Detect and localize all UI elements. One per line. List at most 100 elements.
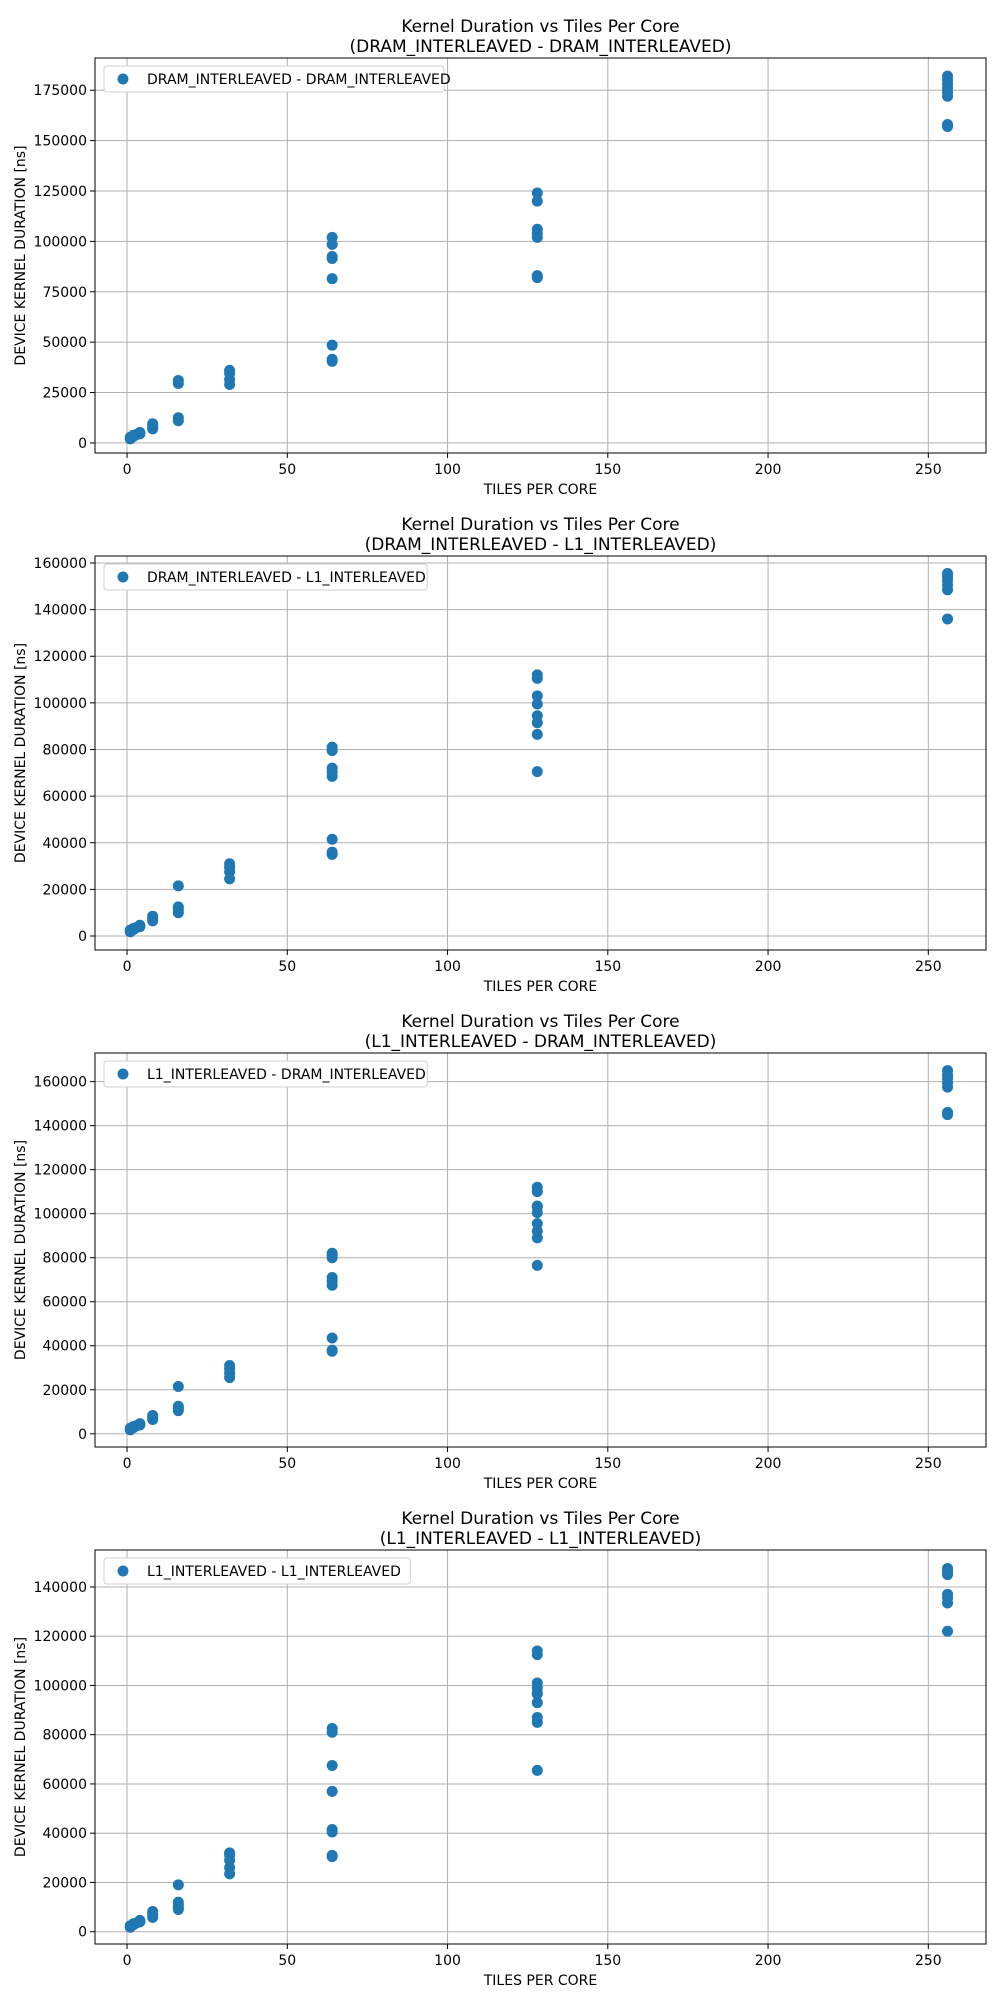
y-tick-label: 120000 xyxy=(34,649,87,665)
data-point xyxy=(531,223,543,235)
data-point xyxy=(531,1677,543,1689)
data-point xyxy=(172,1879,184,1891)
chart-title: Kernel Duration vs Tiles Per Core xyxy=(401,515,679,535)
data-point xyxy=(531,195,543,207)
data-point xyxy=(531,1711,543,1723)
x-axis-label: TILES PER CORE xyxy=(483,482,598,498)
y-tick-label: 100000 xyxy=(34,234,87,250)
y-tick-label: 60000 xyxy=(42,789,87,805)
x-tick-label: 50 xyxy=(278,1953,296,1969)
y-tick-label: 80000 xyxy=(42,1251,87,1267)
x-tick-label: 50 xyxy=(278,462,296,478)
y-tick-label: 0 xyxy=(78,436,87,452)
data-point xyxy=(224,1360,236,1372)
data-point xyxy=(326,1723,338,1735)
y-tick-label: 100000 xyxy=(34,1207,87,1223)
data-point xyxy=(531,1645,543,1657)
data-point xyxy=(172,374,184,386)
data-point xyxy=(147,910,159,922)
data-point xyxy=(147,1905,159,1917)
data-point xyxy=(147,418,159,430)
x-tick-label: 150 xyxy=(594,1953,621,1969)
y-tick-label: 0 xyxy=(78,929,87,945)
data-point xyxy=(942,1588,954,1600)
data-point xyxy=(531,270,543,282)
data-point xyxy=(942,119,954,131)
data-point xyxy=(326,1250,338,1262)
x-tick-label: 100 xyxy=(434,959,461,975)
data-point xyxy=(942,1106,954,1118)
data-point xyxy=(326,1344,338,1356)
data-point xyxy=(531,698,543,710)
y-tick-label: 0 xyxy=(78,1427,87,1443)
x-tick-label: 200 xyxy=(755,959,782,975)
y-tick-label: 80000 xyxy=(42,1728,87,1744)
x-tick-label: 150 xyxy=(594,462,621,478)
chart-panel: Kernel Duration vs Tiles Per Core(L1_INT… xyxy=(13,1012,987,1492)
y-tick-label: 150000 xyxy=(34,134,87,150)
y-tick-label: 100000 xyxy=(34,1678,87,1694)
data-point xyxy=(326,339,338,351)
data-point xyxy=(326,762,338,774)
y-tick-label: 75000 xyxy=(42,285,87,301)
data-point xyxy=(172,1896,184,1908)
y-axis-label: DEVICE KERNEL DURATION [ns] xyxy=(13,1637,29,1857)
data-point xyxy=(531,1687,543,1699)
data-point xyxy=(531,1181,543,1193)
y-axis-label: DEVICE KERNEL DURATION [ns] xyxy=(13,145,29,365)
x-tick-label: 100 xyxy=(434,462,461,478)
data-point xyxy=(531,728,543,740)
legend-marker xyxy=(117,1068,129,1080)
legend-label: L1_INTERLEAVED - L1_INTERLEAVED xyxy=(147,1564,401,1580)
data-point xyxy=(134,919,146,931)
plot-frame xyxy=(94,555,987,951)
y-tick-label: 40000 xyxy=(42,1339,87,1355)
legend-label: DRAM_INTERLEAVED - DRAM_INTERLEAVED xyxy=(147,72,451,88)
x-tick-label: 250 xyxy=(915,1456,942,1472)
y-tick-label: 60000 xyxy=(42,1295,87,1311)
data-point xyxy=(326,353,338,365)
x-tick-label: 150 xyxy=(594,959,621,975)
y-axis-label: DEVICE KERNEL DURATION [ns] xyxy=(13,643,29,863)
y-tick-label: 100000 xyxy=(34,696,87,712)
data-point xyxy=(531,1218,543,1230)
data-point xyxy=(531,690,543,702)
data-point xyxy=(224,858,236,870)
x-axis-label: TILES PER CORE xyxy=(483,1973,598,1989)
y-tick-label: 175000 xyxy=(34,83,87,99)
data-point xyxy=(942,613,954,625)
data-point xyxy=(326,1849,338,1861)
data-point xyxy=(326,251,338,263)
y-tick-label: 125000 xyxy=(34,184,87,200)
data-point xyxy=(531,1259,543,1271)
legend-marker xyxy=(117,1565,129,1577)
y-tick-label: 80000 xyxy=(42,743,87,759)
data-point xyxy=(942,567,954,579)
x-tick-label: 100 xyxy=(434,1456,461,1472)
y-tick-label: 40000 xyxy=(42,836,87,852)
y-tick-label: 140000 xyxy=(34,1580,87,1596)
data-point xyxy=(531,1764,543,1776)
data-point xyxy=(326,1272,338,1284)
data-point xyxy=(531,766,543,778)
x-tick-label: 100 xyxy=(434,1953,461,1969)
legend-label: DRAM_INTERLEAVED - L1_INTERLEAVED xyxy=(147,570,426,586)
x-tick-label: 250 xyxy=(915,462,942,478)
y-tick-label: 120000 xyxy=(34,1629,87,1645)
chart-subtitle: (L1_INTERLEAVED - DRAM_INTERLEAVED) xyxy=(365,1032,717,1052)
x-tick-label: 200 xyxy=(755,462,782,478)
data-point xyxy=(172,901,184,913)
legend xyxy=(103,1557,411,1585)
y-tick-label: 20000 xyxy=(42,882,87,898)
chart-subtitle: (L1_INTERLEAVED - L1_INTERLEAVED) xyxy=(380,1529,702,1549)
x-tick-label: 250 xyxy=(915,1953,942,1969)
legend xyxy=(103,1060,428,1088)
data-point xyxy=(326,1785,338,1797)
data-point xyxy=(134,1418,146,1430)
data-point xyxy=(224,1847,236,1859)
y-tick-label: 50000 xyxy=(42,335,87,351)
x-tick-label: 200 xyxy=(755,1953,782,1969)
y-tick-label: 0 xyxy=(78,1925,87,1941)
x-axis-label: TILES PER CORE xyxy=(483,1476,598,1492)
